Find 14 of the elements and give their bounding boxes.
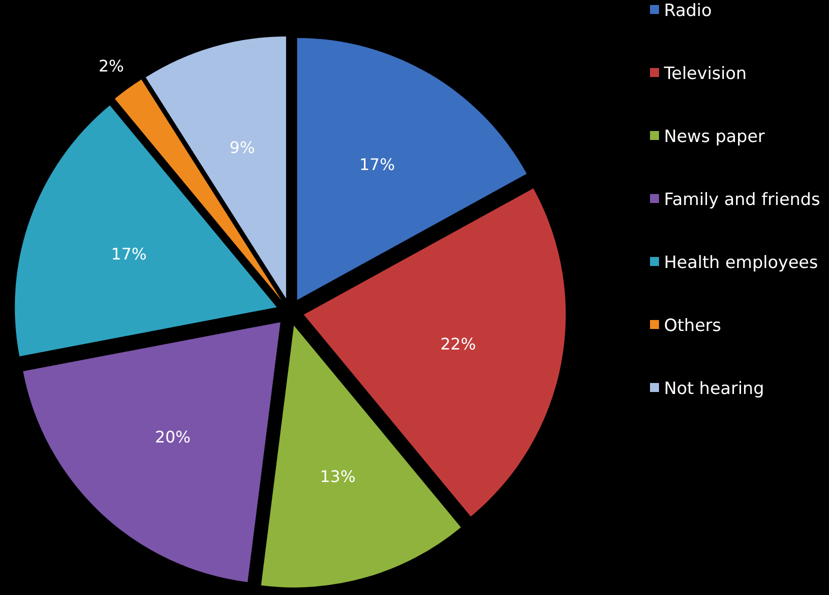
data-label: 17% xyxy=(111,244,147,264)
legend-label: Not hearing xyxy=(664,378,764,399)
legend-label: Television xyxy=(663,64,747,84)
legend-label: Others xyxy=(664,316,722,336)
data-label: 13% xyxy=(320,467,356,486)
data-label: 20% xyxy=(155,427,191,446)
legend-label: Health employees xyxy=(664,252,818,273)
legend-label: Radio xyxy=(664,0,712,21)
data-label: 9% xyxy=(230,138,255,158)
data-label: 17% xyxy=(359,155,395,174)
data-label: 22% xyxy=(440,334,476,354)
data-label: 2% xyxy=(98,56,124,76)
legend-label: Family and friends xyxy=(664,190,820,210)
legend-label: News paper xyxy=(664,126,765,147)
